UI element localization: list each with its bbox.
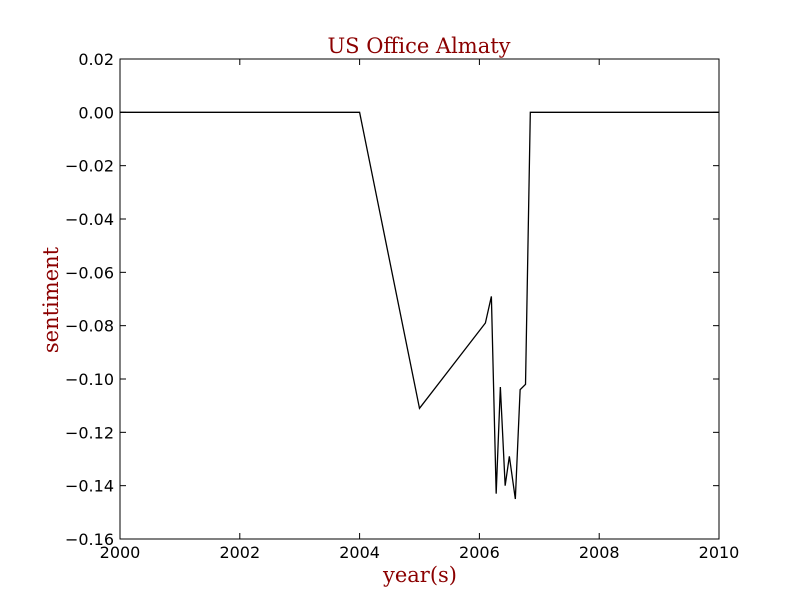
series-line-0 bbox=[120, 111, 719, 500]
x-tick-label: 2008 bbox=[579, 543, 620, 562]
x-tick-label: 2006 bbox=[459, 543, 500, 562]
x-tick-label: 2004 bbox=[339, 543, 380, 562]
y-tick-label: −0.14 bbox=[65, 477, 114, 496]
y-tick-label: 0.00 bbox=[78, 103, 114, 122]
plot-area: 2000 2002 2004 2006 2008 2010 0.02 0.00 −0.02 −0.… bbox=[65, 50, 739, 562]
y-axis-label: sentiment bbox=[39, 246, 63, 353]
x-tick-label: 2000 bbox=[100, 543, 141, 562]
y-tick-label: 0.02 bbox=[78, 50, 114, 69]
y-tick-label: −0.02 bbox=[65, 157, 114, 176]
y-tick-label: −0.08 bbox=[65, 317, 114, 336]
y-tick-label: −0.06 bbox=[65, 263, 114, 282]
x-axis-label: year(s) bbox=[382, 563, 457, 587]
y-tick-label: −0.04 bbox=[65, 210, 114, 229]
axes-frame bbox=[119, 58, 720, 540]
y-tick-label: −0.16 bbox=[65, 530, 114, 549]
x-tick-label: 2010 bbox=[699, 543, 740, 562]
chart-title: US Office Almaty bbox=[327, 34, 510, 58]
x-tick-label: 2002 bbox=[219, 543, 260, 562]
y-tick-label: −0.12 bbox=[65, 423, 114, 442]
y-tick-label: −0.10 bbox=[65, 370, 114, 389]
